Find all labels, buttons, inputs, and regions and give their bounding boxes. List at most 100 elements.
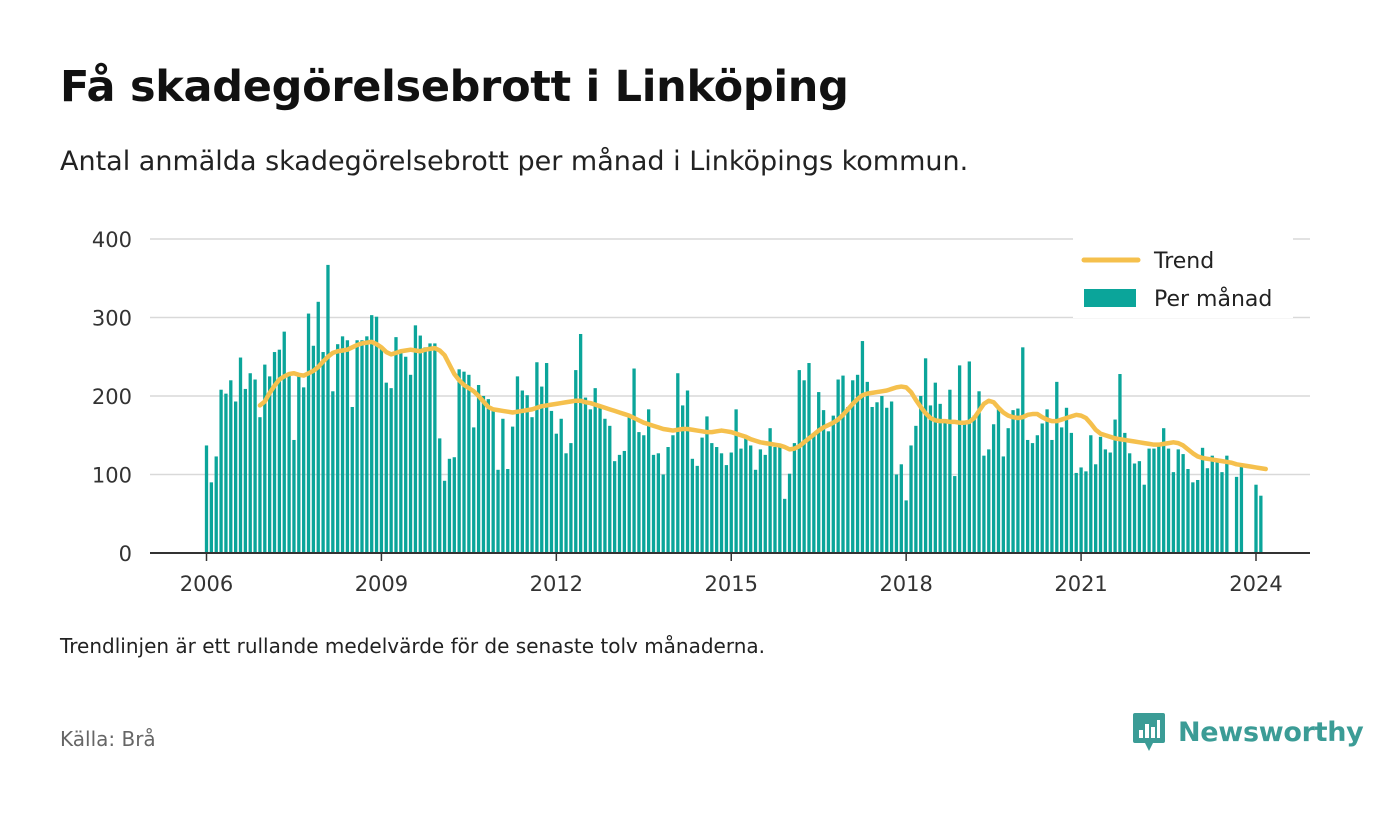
bar — [1142, 484, 1146, 553]
bar-series — [204, 264, 1263, 553]
bar — [1113, 419, 1117, 553]
bar — [583, 397, 588, 553]
bar — [967, 361, 971, 553]
bar — [763, 454, 767, 553]
bar — [1074, 472, 1078, 553]
bar — [311, 345, 316, 553]
bar — [1225, 455, 1229, 553]
bar — [447, 458, 452, 553]
bar — [719, 453, 724, 553]
bar — [258, 417, 262, 553]
bar — [243, 388, 248, 553]
bar — [817, 392, 821, 553]
bar — [326, 264, 330, 553]
y-tick-label-100: 100 — [92, 464, 132, 488]
bar — [510, 426, 515, 553]
bar — [1171, 472, 1176, 553]
bar — [676, 373, 680, 553]
bar — [802, 380, 806, 553]
bar — [535, 362, 539, 553]
bar — [996, 406, 1001, 553]
bar — [292, 439, 296, 553]
bar — [1132, 463, 1137, 553]
bar — [476, 385, 481, 553]
x-tick-label-2024: 2024 — [1229, 572, 1282, 596]
bar — [923, 358, 928, 553]
bar — [306, 313, 311, 553]
bar — [248, 373, 252, 553]
bar — [1118, 374, 1122, 553]
bar — [365, 336, 369, 553]
bar — [540, 386, 544, 553]
y-tick-label-200: 200 — [92, 385, 132, 409]
bar — [865, 381, 869, 553]
bar — [1210, 455, 1214, 553]
bar — [486, 399, 490, 553]
bar — [238, 357, 243, 553]
bar — [773, 447, 777, 553]
bar — [1200, 447, 1205, 553]
bar — [656, 453, 661, 553]
bar — [797, 370, 801, 553]
bar — [472, 427, 476, 553]
bar — [1011, 410, 1015, 553]
brand-name: Newsworthy — [1178, 716, 1364, 748]
bar — [1055, 381, 1059, 553]
bar — [549, 410, 554, 553]
bar — [991, 424, 996, 553]
bar — [792, 443, 797, 553]
bar — [224, 393, 228, 553]
bar — [404, 356, 408, 553]
bar — [933, 382, 937, 553]
bar — [705, 416, 709, 553]
bar — [1205, 468, 1210, 553]
bar — [1069, 432, 1074, 553]
bar — [1030, 443, 1035, 553]
bar — [316, 301, 320, 553]
bar — [875, 402, 879, 553]
bar — [943, 419, 947, 553]
legend: Trend Per månad — [1073, 238, 1293, 318]
bar — [681, 405, 685, 553]
bar — [1079, 467, 1083, 553]
bar — [962, 423, 967, 553]
bar — [1025, 439, 1030, 553]
bar — [413, 325, 418, 553]
bar — [612, 461, 617, 553]
bar — [632, 368, 636, 553]
bar — [739, 448, 743, 553]
bar — [909, 445, 913, 553]
bar — [433, 343, 437, 553]
bar — [894, 474, 899, 553]
bar — [622, 450, 627, 553]
bar — [578, 333, 583, 553]
bar — [685, 390, 690, 553]
bar — [297, 374, 301, 553]
bar — [588, 409, 592, 553]
bar — [1021, 347, 1025, 553]
bar — [481, 396, 486, 553]
bar — [530, 417, 534, 553]
bar — [831, 415, 835, 553]
bar — [870, 406, 874, 553]
bar — [812, 434, 816, 553]
bar — [957, 365, 962, 553]
bar — [617, 454, 622, 553]
bar — [345, 340, 350, 553]
bar — [214, 456, 218, 553]
bar — [851, 380, 855, 553]
bar — [467, 374, 471, 553]
legend-label-bars: Per månad — [1154, 286, 1272, 312]
bar — [1137, 461, 1142, 553]
bar — [1128, 453, 1132, 553]
bar — [671, 435, 675, 553]
bar — [350, 406, 354, 553]
x-tick-label-2012: 2012 — [530, 572, 583, 596]
bar — [574, 370, 578, 553]
bar — [452, 457, 456, 553]
bar — [544, 363, 549, 553]
bar — [826, 431, 831, 553]
brand-logo[interactable]: Newsworthy — [1132, 712, 1364, 752]
bar — [384, 382, 388, 553]
bar — [836, 379, 840, 553]
